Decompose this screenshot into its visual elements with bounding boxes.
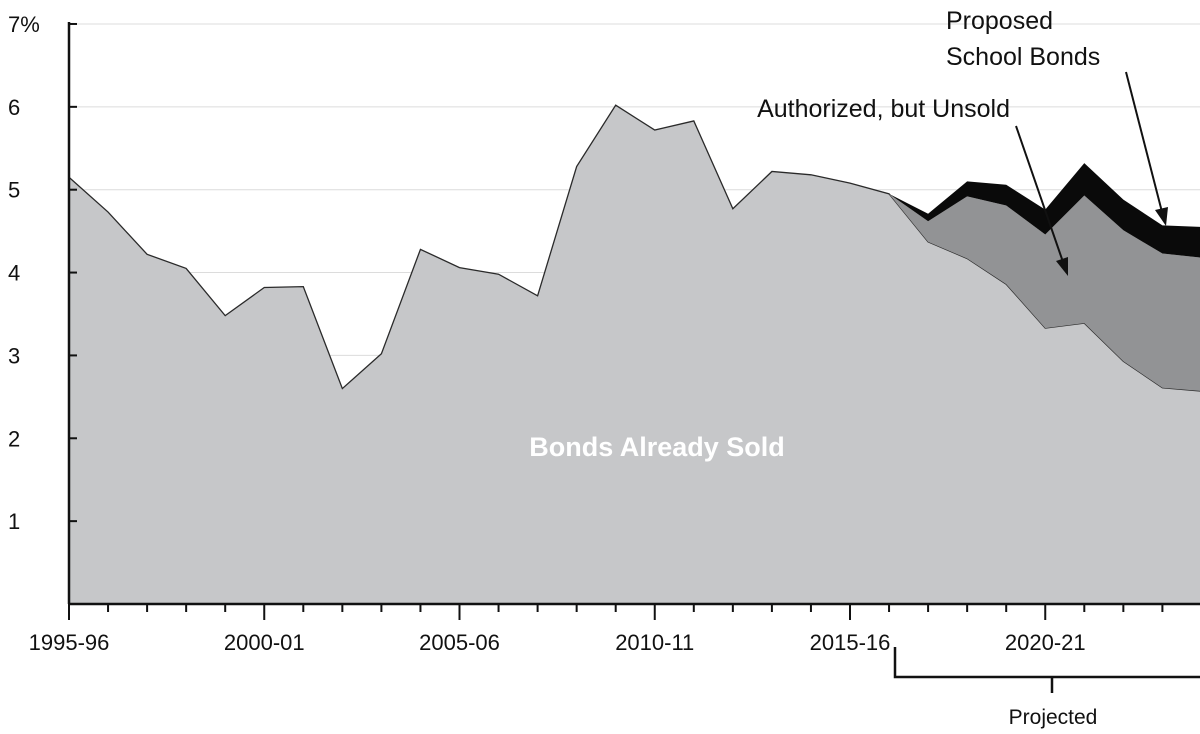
x-tick-label: 2000-01 — [224, 630, 305, 655]
annotation-arrowhead-proposed — [1155, 207, 1168, 226]
area-bonds-already-sold — [69, 105, 1200, 604]
y-tick-label: 4 — [8, 261, 20, 286]
y-tick-label: 5 — [8, 178, 20, 203]
axes — [67, 22, 1200, 620]
x-tick-label: 2020-21 — [1005, 630, 1086, 655]
y-tick-label: 1 — [8, 509, 20, 534]
y-tick-label: 3 — [8, 343, 20, 368]
annotation-arrow-authorized — [1015, 125, 1064, 263]
annotation-arrow-proposed — [1125, 71, 1163, 213]
y-tick-label: 7% — [8, 12, 40, 37]
projected-bracket: Projected — [893, 647, 1200, 729]
series-line-0 — [68, 104, 1200, 392]
area-series — [68, 104, 1200, 604]
x-tick-label: 2010-11 — [615, 630, 694, 655]
x-tick-label: 2015-16 — [810, 630, 891, 655]
y-axis-tick-labels: 7% 6 5 4 3 2 1 — [8, 12, 40, 534]
projected-label: Projected — [1009, 706, 1098, 729]
series-label-bonds-already-sold: Bonds Already Sold — [529, 432, 785, 462]
y-tick-label: 2 — [8, 426, 20, 451]
area-authorized-but-unsold — [69, 105, 1200, 391]
series-label-authorized-unsold: Authorized, but Unsold — [757, 95, 1010, 123]
annotation-arrowhead-authorized — [1056, 257, 1068, 276]
series-label-proposed-school-bonds: Proposed School Bonds — [946, 7, 1100, 71]
x-tick-label: 1995-96 — [29, 630, 110, 655]
x-axis-tick-labels: 1995-96 2000-01 2005-06 2010-11 2015-16 2020-… — [29, 630, 1086, 655]
y-tick-label: 6 — [8, 95, 20, 120]
x-tick-label: 2005-06 — [419, 630, 500, 655]
